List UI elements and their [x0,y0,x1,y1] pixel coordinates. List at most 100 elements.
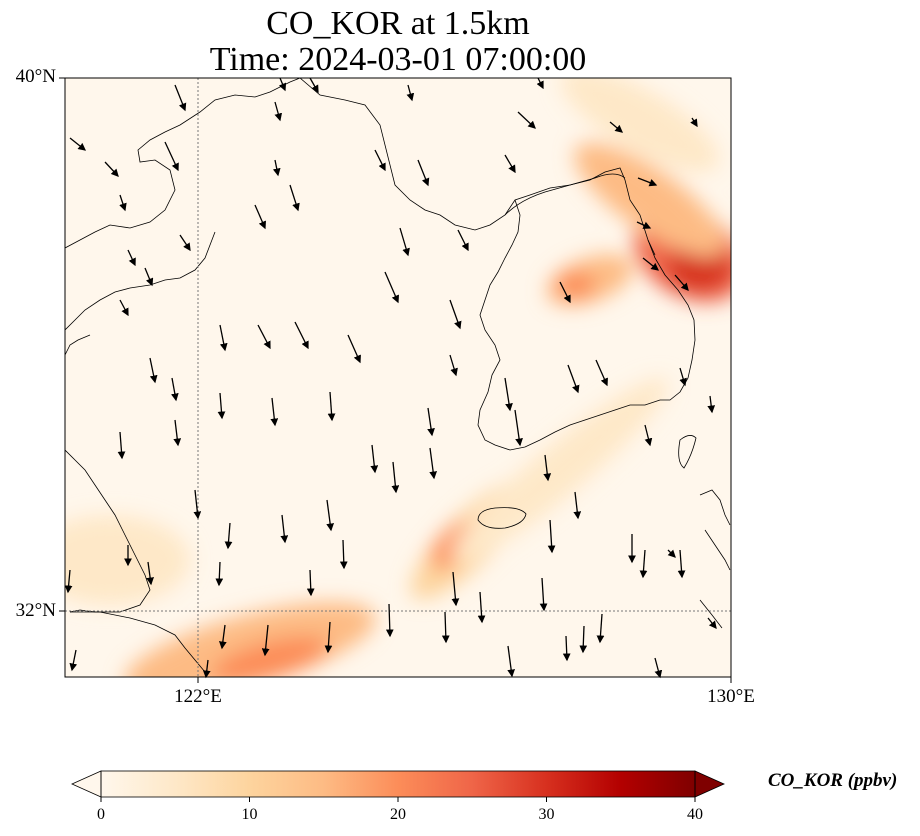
coastline-yangtze [70,611,206,673]
colorbar-tick-0: 0 [97,806,105,823]
coastlines [65,78,731,673]
wind-arrow [69,649,78,672]
wind-arrow [677,549,686,579]
colorbar-gradient [101,771,695,797]
wind-arrow [637,177,658,187]
wind-arrow [119,299,129,317]
wind-arrow [374,149,386,172]
axis-ticks [59,77,732,683]
colorbar-tick-10: 10 [241,806,258,823]
wind-arrow [274,101,283,122]
co-concentration-field [65,78,731,677]
wind-arrow [642,257,660,271]
colorbar-tick-40: 40 [687,806,703,823]
wind-arrow [309,77,319,94]
map-frame [64,77,732,678]
wind-arrow [543,454,552,482]
wind-arrow [562,635,571,662]
wind-arrow [254,204,266,230]
wind-arrow [272,159,281,177]
wind-arrow [579,625,588,654]
tsushima-island [678,435,697,469]
wind-arrow [457,229,469,252]
wind-arrow [278,77,287,92]
gridlines [65,78,731,677]
wind-arrow [164,141,179,172]
wind-arrow [477,591,486,624]
wind-arrow [559,281,571,304]
wind-arrow [639,549,648,579]
wind-arrow [596,613,605,644]
wind-arrow [224,522,233,550]
wind-arrow [217,392,226,420]
colorbar [71,770,725,802]
wind-arrow [339,539,348,570]
wind-arrow [119,194,127,212]
colorbar-extend-high [694,770,725,798]
wind-arrow [609,121,623,133]
wind-arrow [289,184,300,212]
wind-arrow [567,364,580,394]
wind-arrow [504,154,516,174]
wind-arrow [595,359,608,387]
coastline-korea-east [647,239,696,401]
wind-arrow [399,227,410,257]
wind-arrow [193,489,202,520]
colorbar-tick-30: 30 [538,806,555,823]
wind-arrow [517,111,536,129]
wind-arrow [270,397,279,427]
wind-arrow [280,514,289,544]
wind-arrow [104,161,119,177]
wind-arrow [690,117,698,128]
wind-arrow [514,409,523,447]
jeju-island [477,507,527,529]
wind-arrow [219,324,228,352]
wind-arrow [451,571,460,607]
wind-arrow [707,617,717,630]
wind-arrow [384,271,399,304]
wind-arrow [257,324,271,350]
wind-arrow [173,419,182,447]
wind-arrow [644,424,653,447]
wind-arrow [449,299,462,330]
wind-arrow [149,357,158,384]
japan-west-coast [699,599,723,629]
wind-arrow [64,569,73,594]
wind-arrow [536,77,544,90]
wind-arrow [539,577,548,612]
wind-arrow [327,391,336,422]
kyushu-coast [699,489,731,571]
wind-vectors [64,77,717,679]
wind-arrow [707,395,716,414]
wind-arrow [406,84,415,102]
map-title: CO_KOR at 1.5km [266,5,530,42]
wind-arrow [449,354,458,377]
wind-arrow [547,519,556,554]
wind-arrow [504,377,513,412]
lat-label-32n: 32°N [15,600,56,621]
wind-arrow [202,659,211,679]
wind-arrow [573,491,582,520]
wind-arrow [636,221,652,229]
colorbar-extend-low [71,770,102,798]
lat-label-40n: 40°N [15,66,56,87]
wind-arrow [507,645,516,678]
yalu-river [504,173,626,216]
wind-arrow [654,657,663,679]
wind-arrow [441,611,450,644]
lon-label-130e: 130°E [707,686,755,707]
coastline-korea-west [477,199,661,451]
wind-arrow [294,321,309,350]
wind-arrow [385,603,394,638]
wind-arrow [144,267,154,287]
wind-arrow [429,447,438,480]
wind-arrow [370,444,379,474]
coastline-shandong [65,334,91,356]
wind-arrow [417,159,430,187]
wind-arrow [667,549,676,558]
lon-label-122e: 122°E [174,686,222,707]
coastline-liaodong [299,78,656,256]
coastline-china-northeast [65,78,301,249]
wind-arrow [218,624,227,650]
